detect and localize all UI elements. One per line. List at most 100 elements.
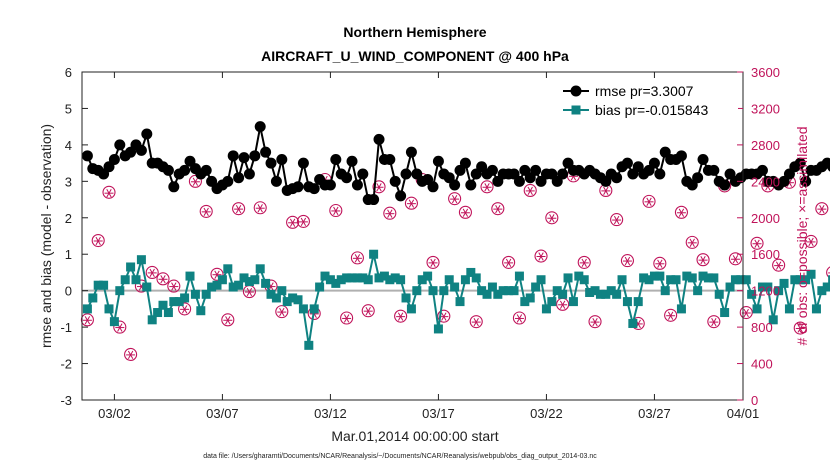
obs-assimilated-stroke <box>203 207 209 217</box>
rmse-point <box>168 181 180 193</box>
rmse-point <box>395 190 407 202</box>
obs-assimilated-marker <box>298 217 308 227</box>
bias-point <box>552 286 562 296</box>
obs-assimilated-stroke <box>95 236 101 246</box>
bias-point <box>271 293 281 303</box>
bias-point <box>169 297 179 307</box>
obs-possible-marker <box>610 213 624 227</box>
bias-point <box>525 293 535 303</box>
bias-point <box>466 267 476 277</box>
bias-point <box>482 289 492 299</box>
obs-assimilated-marker <box>352 254 362 263</box>
bias-point <box>396 275 406 285</box>
right-y-tick-label: 1600 <box>751 247 780 262</box>
bias-point <box>126 262 136 272</box>
legend-bias-label: bias pr=-0.015843 <box>595 102 708 118</box>
bias-point <box>784 304 794 314</box>
obs-possible-marker <box>404 196 418 210</box>
bias-point <box>703 273 713 283</box>
obs-possible-marker <box>793 321 807 335</box>
obs-assimilated-marker <box>277 307 287 317</box>
bias-point <box>342 273 352 283</box>
bias-point <box>223 264 233 274</box>
obs-possible-marker <box>469 315 483 329</box>
rmse-point <box>449 179 461 191</box>
rmse-point <box>108 153 120 165</box>
bias-point <box>282 297 292 307</box>
obs-possible-marker <box>167 279 181 293</box>
bias-point <box>763 282 773 292</box>
rmse-point <box>222 175 234 187</box>
obs-possible-marker <box>394 309 408 323</box>
x-axis-ticks: 03/02 03/07 03/12 03/17 03/22 03/27 04/01 <box>98 72 759 421</box>
rmse-point <box>368 194 380 206</box>
rmse-point <box>405 146 417 158</box>
data-file-footnote: data file: /Users/gharamti/Documents/NCA… <box>203 453 597 460</box>
obs-possible-marker <box>91 234 105 248</box>
rmse-point <box>486 164 498 176</box>
rmse-point <box>389 175 401 187</box>
rmse-point <box>400 168 412 180</box>
right-y-axis-ticks: 0 400 800 1200 1600 2000 2400 2800 3200 3600 <box>737 65 780 408</box>
legend-rmse-marker <box>570 85 582 97</box>
rmse-point <box>227 150 239 162</box>
obs-assimilated-marker <box>190 177 200 186</box>
obs-assimilated-stroke <box>257 204 263 213</box>
obs-assimilated-marker <box>676 208 686 217</box>
right-y-tick-label: 3200 <box>751 101 780 116</box>
rmse-point <box>708 164 720 176</box>
obs-possible-marker <box>458 205 472 219</box>
x-tick-label: 03/07 <box>206 406 239 421</box>
obs-possible-marker <box>728 252 742 266</box>
obs-assimilated-marker <box>342 314 352 323</box>
bias-point <box>649 271 659 281</box>
obs-assimilated-marker <box>774 261 784 270</box>
obs-possible-marker <box>124 347 138 361</box>
x-tick-label: 03/12 <box>314 406 347 421</box>
rmse-point <box>308 183 320 195</box>
rmse-point <box>530 164 542 176</box>
obs-assimilated-stroke <box>408 199 415 208</box>
bias-point <box>725 282 735 292</box>
bias-point <box>520 297 530 307</box>
obs-possible-marker <box>664 308 678 322</box>
rmse-point <box>373 133 385 145</box>
obs-possible-marker <box>480 180 494 194</box>
obs-assimilated-stroke <box>527 186 533 196</box>
obs-assimilated-stroke <box>225 316 231 325</box>
bias-point <box>828 275 830 285</box>
obs-possible-marker <box>253 201 267 215</box>
bias-point <box>347 273 357 283</box>
rmse-point <box>249 150 261 162</box>
obs-assimilated-marker <box>82 316 92 325</box>
rmse-point <box>357 168 369 180</box>
bias-point <box>622 297 632 307</box>
rmse-point <box>756 164 768 176</box>
obs-assimilated-stroke <box>819 204 825 214</box>
bias-point <box>234 280 244 290</box>
bias-point <box>666 275 676 285</box>
bias-point <box>298 304 308 314</box>
obs-assimilated-stroke <box>106 189 112 198</box>
x-tick-label: 03/02 <box>98 406 131 421</box>
obs-assimilated-stroke <box>484 183 490 192</box>
obs-assimilated-stroke <box>732 255 739 264</box>
obs-assimilated-marker <box>104 189 114 198</box>
bias-point <box>358 273 368 283</box>
obs-assimilated-stroke <box>160 275 166 284</box>
bias-point <box>82 304 92 314</box>
obs-possible-marker <box>502 255 516 269</box>
obs-assimilated-marker <box>450 194 460 204</box>
bias-point <box>374 273 384 283</box>
obs-assimilated-stroke <box>214 270 220 279</box>
chart-title: Northern Hemisphere <box>343 24 486 40</box>
obs-assimilated-marker <box>806 237 816 247</box>
bias-point <box>331 278 341 288</box>
obs-assimilated-marker <box>612 215 622 225</box>
bias-point <box>190 289 200 299</box>
obs-assimilated-stroke <box>376 183 382 192</box>
bias-point <box>660 286 670 296</box>
rmse-point <box>351 179 363 191</box>
bias-point <box>277 286 287 296</box>
obs-possible-marker <box>372 180 386 194</box>
